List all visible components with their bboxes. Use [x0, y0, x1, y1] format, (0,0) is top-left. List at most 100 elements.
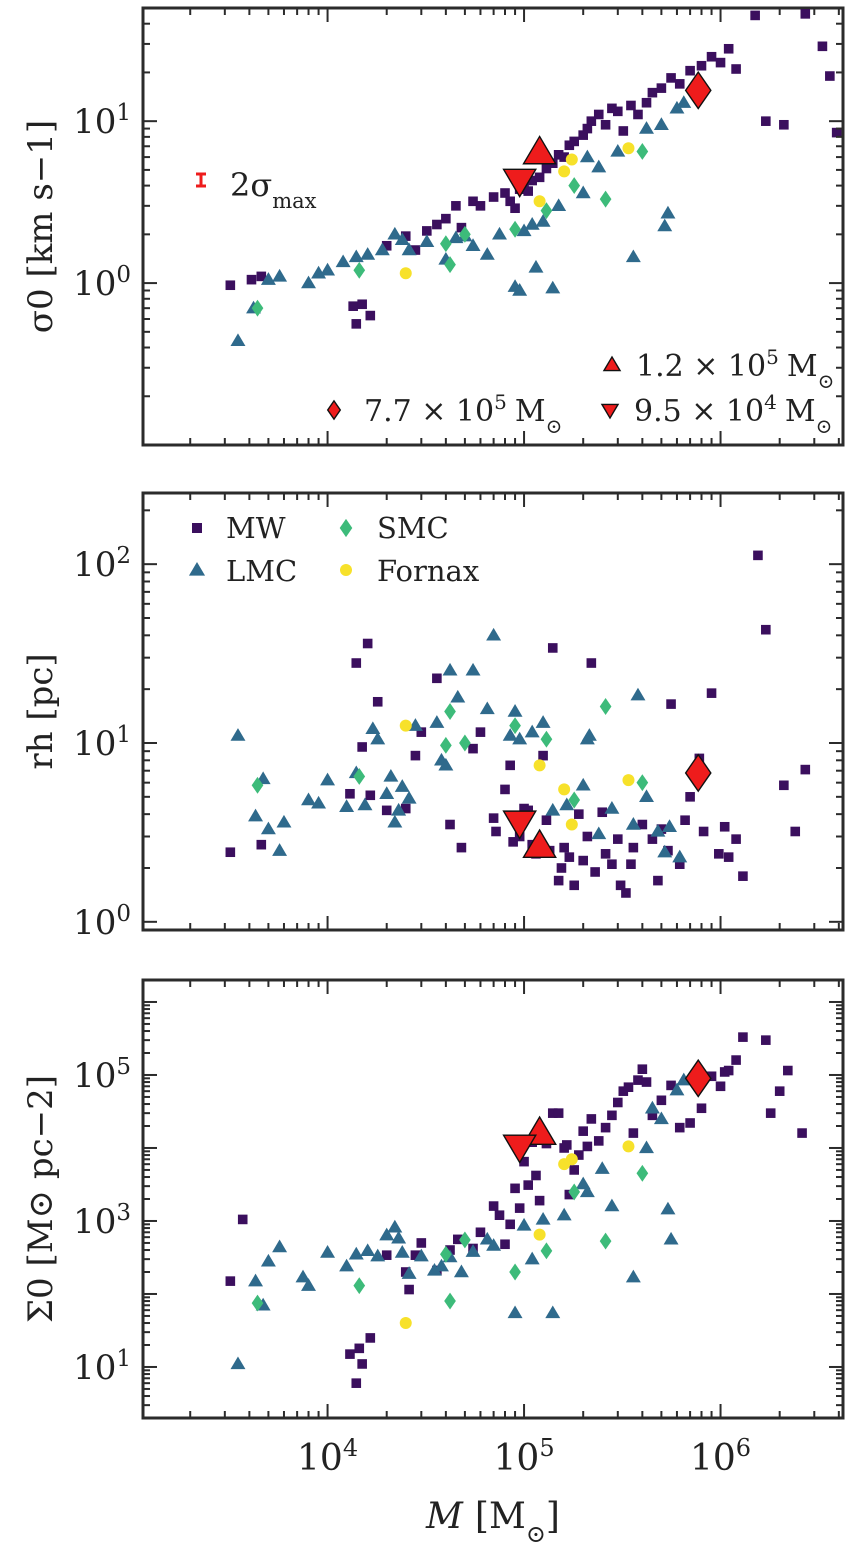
y-tick-label: 105: [73, 1054, 131, 1096]
point-mw: [623, 1082, 634, 1093]
point-mw: [586, 116, 597, 126]
point-lmc: [594, 1161, 610, 1174]
point-smc: [353, 767, 366, 785]
point-lmc: [524, 1251, 540, 1265]
y-tick-label: 100: [73, 262, 131, 304]
point-mw: [475, 1227, 486, 1238]
point-mw: [706, 51, 717, 62]
x-tick-label-base: 10: [494, 1438, 540, 1479]
point-mw: [357, 299, 367, 310]
point-lmc: [360, 1243, 376, 1257]
point-lmc: [559, 797, 575, 811]
point-lmc: [465, 238, 481, 251]
point-smc: [568, 791, 581, 809]
marks-sigma: [225, 9, 842, 347]
point-mw: [365, 310, 376, 321]
point-smc: [459, 734, 471, 752]
y-tick-label-exp: 0: [116, 901, 131, 927]
point-mw: [514, 1203, 525, 1213]
point-smc: [440, 736, 452, 754]
y-tick-label: 101: [73, 100, 131, 142]
point-mw: [715, 1081, 726, 1092]
point-mw: [696, 60, 707, 71]
point-mw: [500, 188, 510, 198]
point-mw: [706, 688, 717, 698]
y-tick-label-base: 10: [73, 724, 116, 764]
legend-label-triangle-up: 1.2 × 105 M⊙: [636, 345, 834, 393]
point-smc: [440, 1245, 452, 1263]
point-mw: [553, 875, 564, 886]
legend-marker-triangle-up: [602, 355, 622, 372]
point-mw: [586, 658, 597, 668]
point-mw: [612, 834, 623, 844]
error-bar-label: 2σmax: [230, 166, 317, 213]
point-mw: [680, 815, 690, 826]
point-lmc: [260, 272, 276, 285]
point-lmc: [591, 826, 607, 840]
point-lmc: [365, 721, 381, 735]
point-smc: [599, 190, 612, 208]
point-lmc: [295, 1269, 311, 1283]
point-lmc: [401, 242, 417, 256]
point-mw: [779, 780, 789, 791]
point-mw: [765, 1108, 776, 1118]
point-lmc: [391, 1230, 407, 1244]
point-lmc: [575, 185, 591, 199]
point-mw: [783, 1065, 793, 1076]
point-lmc: [556, 1207, 572, 1221]
point-mw: [561, 1140, 572, 1150]
point-mw: [633, 1075, 643, 1085]
point-mw: [432, 219, 442, 230]
point-mw: [779, 119, 789, 130]
point-smc: [599, 1232, 612, 1250]
legend-marker-triangle-down: [600, 403, 620, 420]
point-mw: [456, 842, 467, 853]
point-lmc: [653, 1111, 669, 1125]
point-lmc: [394, 1245, 410, 1258]
point-lmc: [604, 801, 620, 814]
point-mw: [547, 643, 558, 653]
point-mw: [491, 826, 501, 837]
point-lmc: [379, 1227, 395, 1241]
legend-marker-lmc: [188, 561, 206, 576]
point-lmc: [442, 662, 458, 676]
point-lmc: [551, 198, 567, 212]
point-lmc: [492, 226, 507, 240]
point-mw: [685, 1118, 695, 1128]
point-mw: [774, 1086, 785, 1096]
point-mw: [719, 821, 730, 832]
point-lmc: [387, 814, 403, 828]
point-lmc: [387, 1219, 403, 1233]
point-lmc: [512, 283, 528, 296]
point-mw: [674, 1122, 685, 1133]
point-smc: [251, 1294, 264, 1312]
point-lmc: [348, 1246, 364, 1260]
point-smc: [353, 261, 366, 279]
marks-rh: [225, 550, 811, 898]
point-mw: [381, 805, 392, 816]
point-mw: [432, 673, 442, 684]
point-lmc: [524, 217, 540, 230]
point-lmc: [625, 817, 641, 830]
point-mw: [354, 1343, 365, 1354]
highlight-triangle-down: [502, 1134, 537, 1164]
legend-label-fornax: Fornax: [377, 554, 479, 588]
point-lmc: [320, 772, 336, 786]
point-lmc: [230, 333, 246, 347]
point-mw: [362, 638, 373, 649]
point-lmc: [429, 715, 445, 728]
point-mw: [723, 852, 734, 862]
point-mw: [445, 819, 455, 830]
point-mw: [372, 696, 383, 707]
point-mw: [582, 831, 593, 842]
point-lmc: [379, 786, 395, 799]
point-mw: [698, 826, 709, 837]
y-tick-label-exp: 0: [116, 262, 131, 288]
point-lmc: [630, 687, 646, 701]
point-lmc: [545, 802, 561, 816]
point-mw: [607, 859, 617, 869]
point-smc: [444, 1292, 456, 1310]
point-mw: [534, 1195, 545, 1206]
point-lmc: [535, 1211, 551, 1225]
